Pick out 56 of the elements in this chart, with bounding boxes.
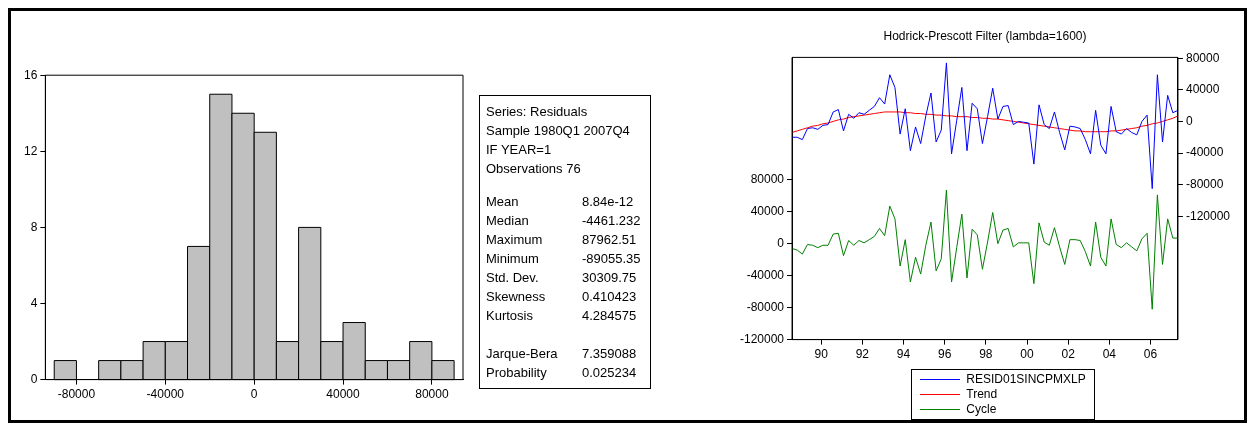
text: Skewness bbox=[486, 288, 546, 306]
x-tick-label: 94 bbox=[896, 347, 911, 362]
text: Observations 76 bbox=[486, 160, 582, 178]
legend-label: Cycle bbox=[966, 402, 997, 417]
y-tick-label: -80000 bbox=[746, 299, 785, 314]
y-tick-label: 0 bbox=[777, 235, 785, 250]
text: -4461.232 bbox=[582, 212, 642, 230]
y-tick-label: -120000 bbox=[739, 331, 785, 346]
chart-title: Hodrick-Prescott Filter (lambda=1600) bbox=[883, 28, 1087, 43]
y2-tick-label: 0 bbox=[1185, 113, 1193, 128]
text: 0.410423 bbox=[582, 288, 638, 306]
text: Sample 1980Q1 2007Q4 IF YEAR=1 bbox=[486, 122, 631, 159]
text: Minimum bbox=[486, 250, 539, 268]
text: Maximum bbox=[486, 231, 543, 249]
x-tick-label: 90 bbox=[814, 347, 829, 362]
y-tick-label: 4 bbox=[30, 295, 38, 310]
y-tick-label: 0 bbox=[30, 371, 38, 386]
x-tick-label: 02 bbox=[1061, 347, 1076, 362]
y2-tick-label: -120000 bbox=[1185, 208, 1231, 223]
y-tick-label: 8 bbox=[30, 219, 38, 234]
text: Median bbox=[486, 212, 529, 230]
x-tick-label: 0 bbox=[250, 387, 258, 402]
text: 4.284575 bbox=[582, 307, 638, 325]
text: 7.359088 bbox=[582, 345, 638, 363]
y-tick-label: 16 bbox=[23, 67, 38, 82]
x-tick-label: -80000 bbox=[57, 387, 96, 402]
text: 0.025234 bbox=[582, 364, 638, 382]
y-tick-label: 80000 bbox=[750, 172, 785, 187]
y-tick-label: 40000 bbox=[750, 204, 785, 218]
text: Std. Dev. bbox=[486, 269, 539, 287]
text: Mean bbox=[486, 193, 519, 211]
x-tick-label: 00 bbox=[1020, 347, 1035, 362]
text: 30309.75 bbox=[582, 269, 638, 287]
x-tick-label: 80000 bbox=[415, 387, 449, 402]
x-tick-label: 92 bbox=[855, 347, 870, 362]
text: Series: Residuals bbox=[486, 103, 589, 121]
x-tick-label: 98 bbox=[979, 347, 993, 362]
x-tick-label: -40000 bbox=[146, 387, 185, 402]
y-tick-label: 12 bbox=[23, 143, 38, 158]
y2-tick-label: -80000 bbox=[1185, 176, 1224, 191]
legend-label: Trend bbox=[966, 387, 998, 402]
text: -89055.35 bbox=[582, 250, 642, 268]
text: Jarque-Bera bbox=[486, 345, 558, 363]
x-tick-label: 40000 bbox=[326, 387, 361, 402]
x-tick-label: 96 bbox=[938, 347, 952, 362]
x-tick-label: 04 bbox=[1102, 347, 1117, 362]
text: 8.84e-12 bbox=[582, 193, 635, 211]
y2-tick-label: 40000 bbox=[1185, 82, 1220, 97]
y2-tick-label: -40000 bbox=[1185, 145, 1224, 160]
text: Kurtosis bbox=[486, 307, 533, 325]
y-tick-label: -40000 bbox=[746, 267, 785, 282]
text: Probability bbox=[486, 364, 547, 382]
text: 87962.51 bbox=[582, 231, 638, 249]
legend-label: RESID01SINCPMXLP bbox=[966, 372, 1086, 387]
y2-tick-label: 80000 bbox=[1185, 50, 1220, 65]
x-tick-label: 06 bbox=[1143, 347, 1158, 362]
